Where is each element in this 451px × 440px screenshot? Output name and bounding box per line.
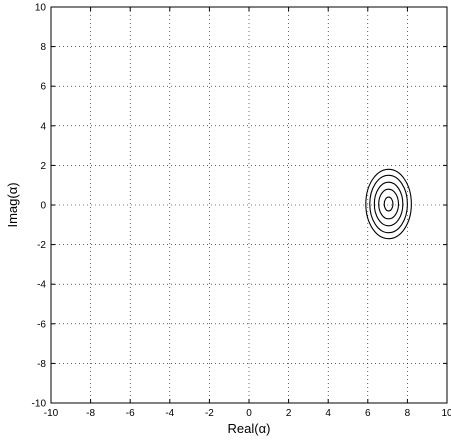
- y-tick-label: 10: [35, 3, 47, 14]
- y-tick-label: -10: [32, 399, 47, 410]
- x-tick-label: 0: [246, 408, 252, 419]
- contour-line: [373, 181, 404, 227]
- contour-line: [365, 168, 412, 240]
- contour-line: [369, 174, 408, 234]
- x-tick-label: 2: [286, 408, 292, 419]
- x-tick-label: 8: [405, 408, 411, 419]
- y-tick-label: -2: [37, 240, 46, 251]
- y-tick-label: 8: [40, 42, 46, 53]
- x-tick-label: -6: [126, 408, 135, 419]
- y-tick-label: 6: [40, 82, 46, 93]
- contour-line: [378, 188, 400, 220]
- x-tick-label: 4: [325, 408, 331, 419]
- axis-ticks: -10 -8 -6 -4 -2 0 2 4 6 8 10 -10 -8 -6 -4 -2 0 2 4 6 8 10: [32, 3, 451, 420]
- y-tick-label: 4: [40, 121, 46, 132]
- x-axis-label: Real(α): [228, 421, 271, 436]
- y-axis-label: Imag(α): [5, 182, 20, 227]
- y-tick-label: -4: [37, 280, 46, 291]
- y-tick-label: 2: [40, 161, 46, 172]
- x-tick-label: -2: [205, 408, 214, 419]
- y-tick-label: 0: [40, 201, 46, 212]
- y-tick-label: -6: [37, 319, 46, 330]
- contour-line: [383, 196, 394, 212]
- grid-lines: [51, 7, 447, 403]
- x-tick-label: -10: [44, 408, 59, 419]
- y-tick-label: -8: [37, 359, 46, 370]
- x-tick-label: 10: [441, 408, 451, 419]
- x-tick-label: -4: [165, 408, 174, 419]
- x-tick-label: -8: [86, 408, 95, 419]
- contour-lines: [365, 168, 412, 240]
- x-tick-label: 6: [365, 408, 371, 419]
